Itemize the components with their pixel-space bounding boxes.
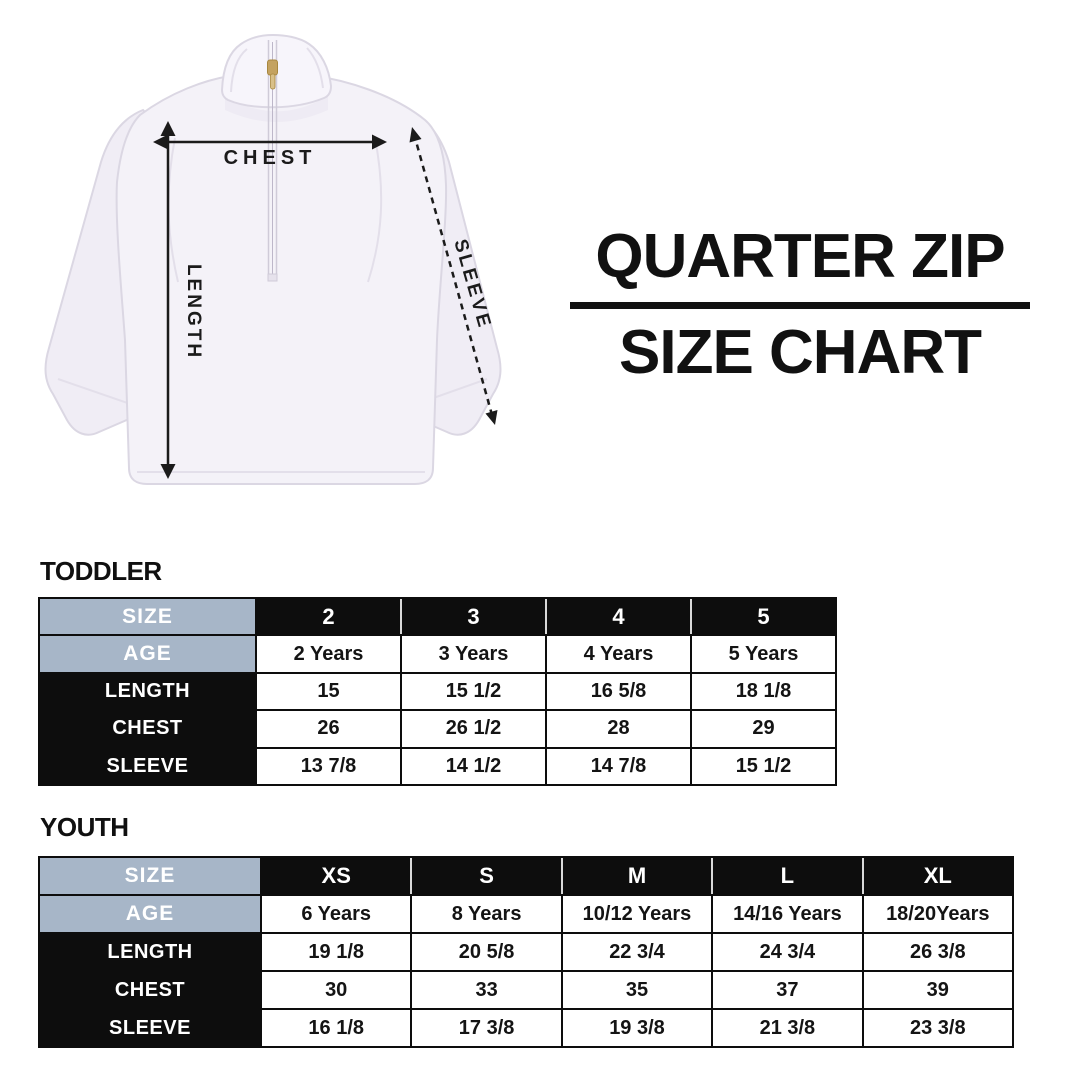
page-title-line1: QUARTER ZIP [595, 222, 1005, 291]
toddler-chest-cell: 28 [547, 711, 690, 747]
youth-length-cell: 26 3/8 [863, 934, 1012, 970]
youth-size-header-cell: L [713, 858, 862, 894]
toddler-age-cell: 4 Years [547, 636, 690, 672]
toddler-length-cell: 15 1/2 [402, 673, 545, 710]
youth-length-cell: 20 5/8 [412, 934, 561, 970]
youth-size-header-cell: XL [863, 858, 1012, 894]
toddler-age-row-label: AGE [40, 636, 255, 672]
youth-size-header-cell: M [562, 858, 712, 894]
title-block: QUARTER ZIP SIZE CHART [568, 226, 1032, 384]
toddler-length-cell: 15 [257, 673, 400, 710]
toddler-size-header-cell: 2 [257, 599, 400, 635]
collar-shadow [225, 96, 328, 122]
page-title-line2: SIZE CHART [619, 318, 982, 387]
youth-sleeve-row-label: SLEEVE [40, 1010, 260, 1046]
toddler-size-row-label: SIZE [40, 599, 255, 635]
toddler-chest-cell: 26 [257, 711, 400, 747]
toddler-length-cell: 16 5/8 [547, 673, 690, 710]
youth-size-table: SIZE XS S M L XL AGE 6 Years 8 Years 10/… [38, 856, 1014, 1048]
youth-age-cell: 18/20Years [863, 896, 1012, 932]
garment-body [115, 75, 448, 485]
sleeve-arrow [409, 127, 498, 425]
length-measure-label: LENGTH [183, 264, 204, 360]
youth-age-row-label: AGE [40, 896, 260, 932]
youth-sleeve-cell: 21 3/8 [713, 1010, 862, 1046]
toddler-length-cell: 18 1/8 [692, 673, 835, 710]
toddler-size-header-cell: 5 [692, 599, 835, 635]
toddler-size-header-cell: 3 [402, 599, 545, 635]
quarter-zip-diagram: CHEST LENGTH SLEEVE [44, 33, 502, 485]
toddler-size-header-cell: 4 [547, 599, 690, 635]
left-cuff-seam [57, 378, 140, 408]
toddler-sleeve-cell: 14 7/8 [547, 748, 690, 784]
youth-sleeve-cell: 16 1/8 [262, 1010, 411, 1046]
youth-length-cell: 22 3/4 [562, 934, 712, 970]
right-armhole-seam [367, 137, 383, 283]
youth-age-cell: 10/12 Years [562, 896, 712, 932]
youth-chest-cell: 37 [713, 972, 862, 1008]
toddler-sleeve-cell: 15 1/2 [692, 748, 835, 784]
youth-sleeve-cell: 17 3/8 [412, 1010, 561, 1046]
youth-size-header-cell: S [412, 858, 561, 894]
youth-age-cell: 14/16 Years [713, 896, 862, 932]
youth-chest-row-label: CHEST [40, 972, 260, 1008]
toddler-age-cell: 3 Years [402, 636, 545, 672]
toddler-chest-cell: 29 [692, 711, 835, 747]
toddler-length-row-label: LENGTH [40, 673, 255, 710]
youth-age-cell: 8 Years [412, 896, 561, 932]
youth-chest-cell: 30 [262, 972, 411, 1008]
youth-length-cell: 24 3/4 [713, 934, 862, 970]
toddler-size-table: SIZE 2 3 4 5 AGE 2 Years 3 Years 4 Years… [38, 597, 837, 786]
toddler-age-cell: 2 Years [257, 636, 400, 672]
length-arrow [160, 121, 176, 479]
youth-sleeve-cell: 19 3/8 [562, 1010, 712, 1046]
youth-size-header-cell: XS [262, 858, 411, 894]
toddler-sleeve-cell: 14 1/2 [402, 748, 545, 784]
collar-inner-seam [230, 47, 324, 93]
youth-length-row-label: LENGTH [40, 934, 260, 970]
youth-length-cell: 19 1/8 [262, 934, 411, 970]
youth-section-heading: YOUTH [40, 812, 129, 842]
youth-sleeve-cell: 23 3/8 [863, 1010, 1012, 1046]
chest-measure-label: CHEST [224, 147, 317, 169]
zipper-pull [270, 73, 276, 90]
toddler-section-heading: TODDLER [40, 556, 162, 586]
title-divider [570, 302, 1030, 309]
toddler-chest-row-label: CHEST [40, 711, 255, 747]
youth-chest-cell: 33 [412, 972, 561, 1008]
zipper-slider [267, 59, 278, 76]
youth-chest-cell: 39 [863, 972, 1012, 1008]
youth-chest-cell: 35 [562, 972, 712, 1008]
youth-size-row-label: SIZE [40, 858, 260, 894]
zipper [267, 40, 278, 282]
toddler-chest-cell: 26 1/2 [402, 711, 545, 747]
youth-age-cell: 6 Years [262, 896, 411, 932]
chest-arrow [153, 134, 387, 150]
toddler-sleeve-row-label: SLEEVE [40, 748, 255, 784]
toddler-sleeve-cell: 13 7/8 [257, 748, 400, 784]
toddler-age-cell: 5 Years [692, 636, 835, 672]
